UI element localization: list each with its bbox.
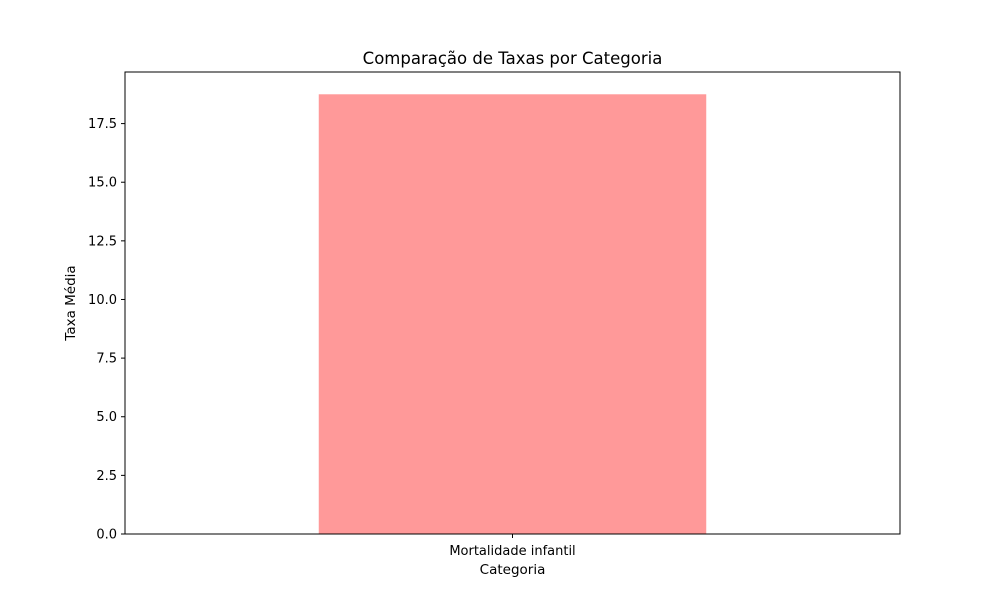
y-tick-label: 2.5 xyxy=(96,469,117,484)
y-tick-label: 0.0 xyxy=(96,528,117,543)
y-tick-label: 10.0 xyxy=(88,293,117,308)
bars-group xyxy=(318,94,707,535)
bar-mortalidade-infantil xyxy=(318,94,707,535)
x-axis-ticks: Mortalidade infantil xyxy=(449,534,576,559)
y-tick-label: 12.5 xyxy=(88,234,117,249)
chart-title: Comparação de Taxas por Categoria xyxy=(363,49,663,68)
y-axis-label: Taxa Média xyxy=(63,265,79,341)
y-tick-label: 17.5 xyxy=(88,117,117,132)
y-tick-label: 5.0 xyxy=(96,410,117,425)
x-tick-label: Mortalidade infantil xyxy=(449,544,575,559)
x-axis-label: Categoria xyxy=(480,562,546,578)
y-axis-ticks: 0.0 2.5 5.0 7.5 10.0 12.5 15.0 17.5 xyxy=(88,117,125,543)
y-tick-label: 15.0 xyxy=(88,176,117,191)
y-tick-label: 7.5 xyxy=(96,352,117,367)
